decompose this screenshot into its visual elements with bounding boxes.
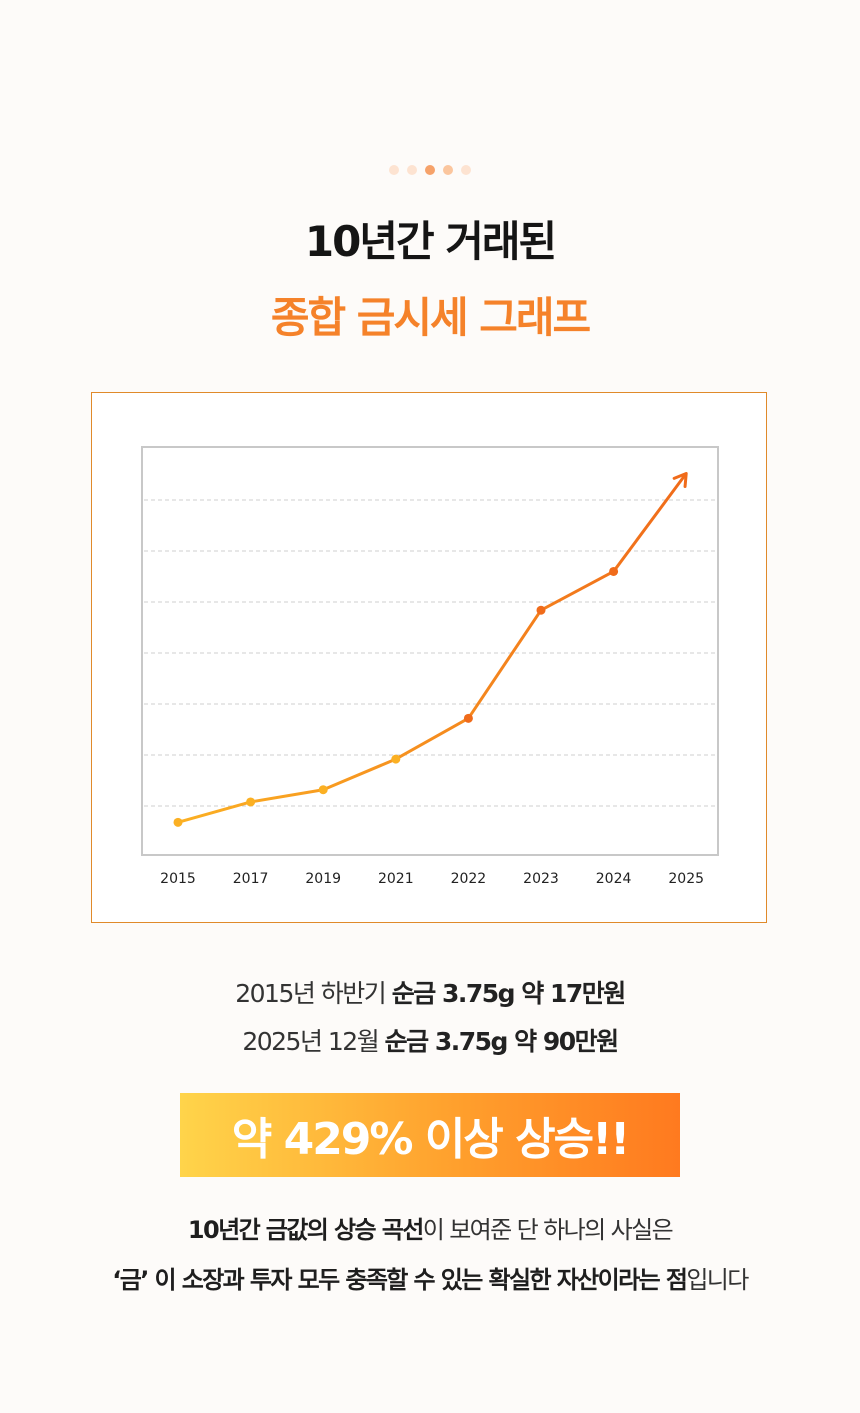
increase-banner-text: 약 429% 이상 상승!!: [231, 1114, 630, 1165]
x-tick-label: 2015: [160, 871, 196, 887]
x-tick-label: 2023: [523, 871, 559, 887]
page-subtitle: 종합 금시세 그래프: [270, 293, 591, 342]
data-point: [609, 566, 619, 576]
caption-2015-value: 순금 3.75g 약 17만원: [391, 979, 626, 1008]
x-tick-label: 2019: [305, 871, 341, 887]
indicator-dot: [407, 165, 417, 175]
x-tick-label: 2025: [668, 871, 704, 887]
description-line-1-bold: 10년간 금값의 상승 곡선: [187, 1216, 424, 1244]
description-line-2-bold: ‘금’ 이 소장과 투자 모두 충족할 수 있는 확실한 자산이라는 점: [112, 1266, 688, 1294]
indicator-dot: [443, 165, 453, 175]
caption-2025-value: 순금 3.75g 약 90만원: [384, 1027, 619, 1056]
caption-2015-prefix: 2015년 하반기: [235, 979, 392, 1008]
x-tick-label: 2024: [596, 871, 632, 887]
page-title: 10년간 거래된: [304, 217, 557, 266]
data-point: [463, 713, 473, 723]
plot-area: [141, 446, 719, 856]
data-point: [391, 754, 401, 764]
x-tick-label: 2022: [451, 871, 487, 887]
arrow-head: [672, 472, 688, 488]
data-point: [536, 605, 546, 615]
x-tick-label: 2021: [378, 871, 414, 887]
data-point: [246, 797, 256, 807]
description-line-1-rest: 이 보여준 단 하나의 사실은: [422, 1216, 674, 1244]
caption-2025-prefix: 2025년 12월: [242, 1027, 385, 1056]
caption-2025: 2025년 12월 순금 3.75g 약 90만원: [0, 1024, 860, 1060]
page-indicator: [0, 165, 860, 175]
indicator-dot: [389, 165, 399, 175]
data-point: [173, 817, 183, 827]
data-point: [318, 785, 328, 795]
increase-banner: 약 429% 이상 상승!!: [180, 1093, 680, 1177]
indicator-dot: [425, 165, 435, 175]
description-line-1: 10년간 금값의 상승 곡선이 보여준 단 하나의 사실은: [0, 1212, 860, 1248]
gold-price-line-chart: 2015 2017 2019 2021 2022 2023 2024 2025: [141, 446, 719, 887]
description-line-2: ‘금’ 이 소장과 투자 모두 충족할 수 있는 확실한 자산이라는 점입니다: [0, 1262, 860, 1298]
x-tick-label: 2017: [233, 871, 269, 887]
series-line: [177, 472, 688, 824]
description-line-2-rest: 입니다: [686, 1266, 749, 1294]
indicator-dot: [461, 165, 471, 175]
caption-2015: 2015년 하반기 순금 3.75g 약 17만원: [0, 976, 860, 1012]
chart-frame: 2015 2017 2019 2021 2022 2023 2024 2025: [91, 392, 767, 923]
